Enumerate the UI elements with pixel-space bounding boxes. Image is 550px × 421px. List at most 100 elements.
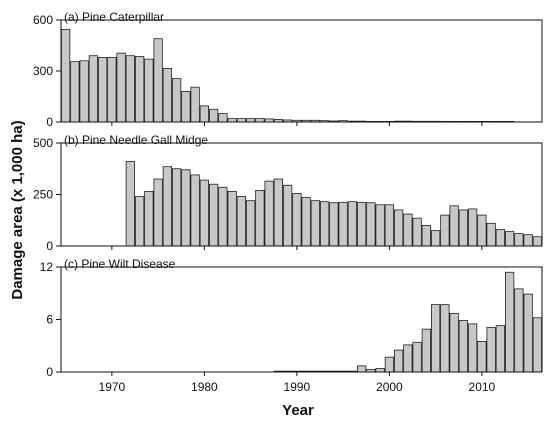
panel-2: 0 250 500 (b) Pine Needle Gall Midge: [33, 133, 543, 253]
bar-1972: [125, 55, 136, 123]
bar-1983: [227, 118, 237, 123]
bar-2008: [458, 209, 468, 247]
bar-2014: [514, 288, 524, 373]
bar-1986: [255, 189, 265, 247]
y-tick-label: 600: [33, 13, 53, 27]
bar-1982: [218, 113, 228, 123]
x-tick-label: 2000: [376, 380, 403, 394]
y-tick-label: 0: [46, 365, 53, 379]
bar-1980: [199, 105, 209, 123]
x-tick-label: 1970: [99, 380, 126, 394]
bar-2006: [440, 214, 450, 247]
y-tick-label: 500: [33, 136, 53, 150]
bar-2015: [523, 234, 533, 247]
bar-1965: [61, 28, 71, 123]
bar-1966: [70, 61, 80, 123]
bar-1975: [153, 178, 163, 247]
bar-2011: [486, 222, 496, 247]
bar-1982: [218, 186, 228, 247]
bar-1999: [375, 368, 385, 373]
y-tick-label: 250: [33, 188, 53, 202]
bar-1978: [181, 169, 191, 247]
bar-2002: [403, 213, 413, 247]
bar-2012: [495, 229, 505, 247]
bar-2009: [467, 323, 478, 373]
bar-2016: [532, 317, 543, 373]
panel-1: 0 300 600 (a) Pine Caterpillar: [33, 10, 543, 129]
bar-1996: [347, 201, 357, 247]
bar-1997: [356, 365, 367, 373]
bar-2016: [532, 236, 543, 247]
y-tick-label: 6: [46, 313, 53, 327]
x-axis-ticks: 1970 1980 1990 2000 2010: [99, 380, 496, 394]
bar-1977: [171, 168, 182, 247]
bar-1990: [292, 193, 302, 247]
bar-1993: [319, 201, 330, 247]
bar-1980: [199, 179, 209, 247]
bar-2005: [430, 230, 441, 247]
bar-2010: [477, 340, 487, 373]
bar-1985: [245, 200, 256, 247]
y-tick-label: 12: [40, 260, 54, 274]
bar-1989: [282, 184, 293, 247]
bar-1969: [98, 57, 108, 123]
bar-1975: [153, 38, 163, 123]
panel-3: 0 6 12 (c) Pine Wilt Disease: [40, 257, 543, 379]
bar-1976: [162, 166, 172, 247]
bar-1978: [181, 91, 191, 123]
y-tick-label: 0: [46, 239, 53, 253]
bar-2011: [486, 326, 496, 373]
bar-2008: [458, 319, 468, 373]
bar-1970: [107, 57, 117, 123]
bar-1971: [116, 52, 126, 123]
bar-1991: [301, 197, 311, 247]
bar-1972: [125, 161, 136, 247]
bar-2007: [449, 312, 459, 373]
bar-2000: [384, 204, 394, 247]
bar-1973: [134, 56, 145, 123]
y-axis-title: Damage area (x 1,000 ha): [9, 120, 26, 299]
y-tick-label: 300: [33, 64, 53, 78]
bar-1995: [338, 201, 348, 247]
x-axis-title: Year: [282, 402, 314, 419]
bar-2003: [412, 341, 422, 373]
chart-panels: 0 300 600 (a) Pine Caterpillar 0 250 500 (b) Pi…: [33, 10, 543, 379]
bar-2006: [440, 304, 450, 373]
bar-2010: [477, 214, 487, 247]
bar-2015: [523, 293, 533, 373]
panel-title: (a) Pine Caterpillar: [64, 10, 164, 24]
bar-2005: [430, 304, 441, 373]
bar-2012: [495, 325, 505, 373]
bar-1973: [134, 196, 145, 247]
bar-1977: [171, 78, 182, 123]
bar-1997: [356, 201, 367, 247]
x-tick-label: 2010: [469, 380, 496, 394]
bar-2009: [467, 208, 478, 247]
bar-2000: [384, 356, 394, 373]
bar-1983: [227, 191, 237, 247]
bar-1981: [208, 108, 219, 123]
bar-1987: [264, 180, 274, 247]
bar-1986: [255, 118, 265, 123]
bar-2001: [393, 209, 404, 247]
bar-2013: [504, 271, 515, 373]
bar-2002: [403, 344, 413, 373]
bar-1988: [273, 178, 283, 247]
bar-1967: [79, 60, 89, 123]
bar-1976: [162, 68, 172, 123]
bar-1999: [375, 204, 385, 247]
bar-1968: [88, 55, 99, 123]
bar-1992: [310, 200, 320, 247]
bar-2007: [449, 205, 459, 247]
panel-title: (b) Pine Needle Gall Midge: [64, 133, 208, 147]
bar-1974: [144, 58, 154, 123]
bar-2004: [421, 224, 431, 247]
bar-1981: [208, 183, 219, 247]
bar-1985: [245, 118, 256, 123]
bar-1974: [144, 191, 154, 247]
bar-1998: [366, 202, 376, 247]
panel-title: (c) Pine Wilt Disease: [64, 257, 176, 271]
bar-2014: [514, 233, 524, 247]
bar-1979: [190, 86, 200, 123]
bar-2001: [393, 349, 404, 373]
